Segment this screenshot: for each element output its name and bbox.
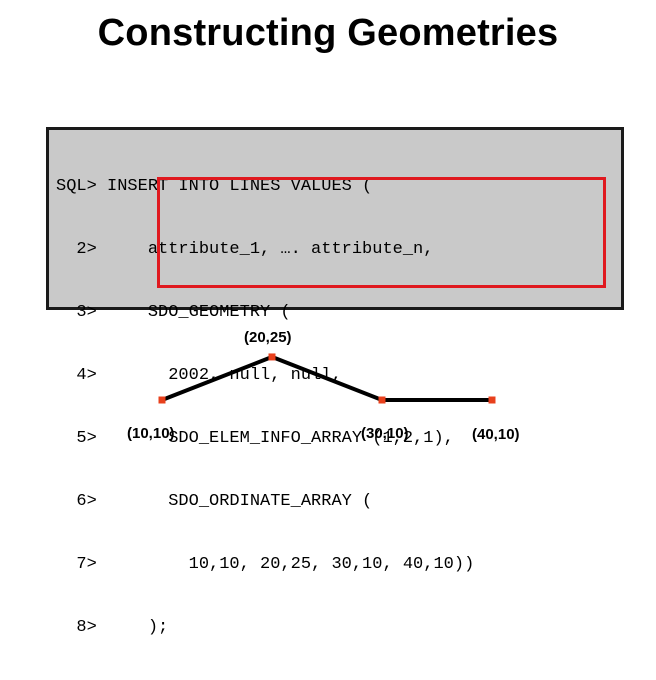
code-line-2: 2> attribute_1, …. attribute_n, [56,240,434,259]
vertex-markers [158,353,496,404]
vertex-labels: (10,10) (20,25) (30,10) (40,10) [127,329,520,443]
vertex-marker [378,396,386,404]
code-line-8: 8> ); [56,618,169,637]
sdo-geometry-highlight [157,177,606,288]
vertex-label: (10,10) [127,425,175,442]
vertex-marker [268,353,276,361]
code-line-5: 5> SDO_ELEM_INFO_ARRAY (1,2,1), [56,429,454,448]
vertex-label: (40,10) [472,426,520,443]
page-title: Constructing Geometries [97,12,559,54]
line-geometry-diagram: (10,10) (20,25) (30,10) (40,10) [127,329,520,443]
code-line-7: 7> 10,10, 20,25, 30,10, 40,10)) [56,555,475,574]
line-string [161,354,492,402]
sql-code-block: SQL> INSERT INTO LINES VALUES ( 2> attri… [46,127,624,637]
vertex-label: (20,25) [244,329,292,346]
code-line-6: 6> SDO_ORDINATE_ARRAY ( [56,492,373,511]
code-line-1: SQL> INSERT INTO LINES VALUES ( [56,177,373,196]
vertex-marker [488,396,496,404]
code-line-3: 3> SDO_GEOMETRY ( [56,303,291,322]
vertex-label: (30,10) [361,425,409,442]
vertex-marker [158,396,166,404]
